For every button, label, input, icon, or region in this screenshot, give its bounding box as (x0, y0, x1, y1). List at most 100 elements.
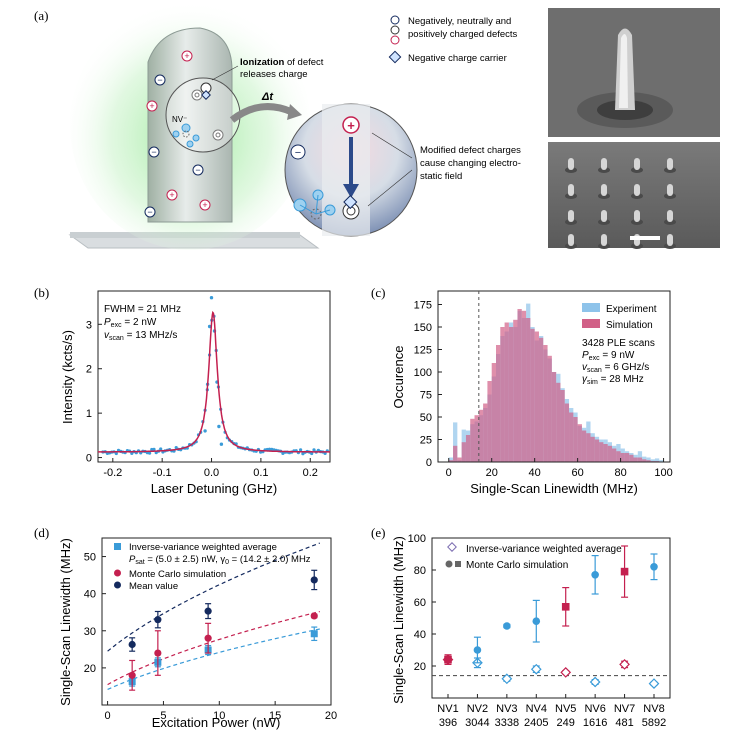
square-marker (620, 567, 629, 576)
legend-simulation-label: Simulation (606, 320, 653, 331)
square-marker (561, 603, 570, 611)
panel-d-label: (d) (34, 525, 49, 540)
x-tick-label: 60 (572, 467, 584, 479)
legend-diamond-marker (447, 542, 457, 552)
histogram-bar (659, 460, 664, 462)
svg-text:−: − (157, 75, 162, 85)
y-tick-label: 60 (414, 597, 426, 609)
panel-d: (d) 0 5 10 15 20 20 30 40 50 Inverse-variance we… (34, 525, 337, 730)
histogram-bar (569, 412, 574, 462)
y-tick-label: 1 (86, 408, 92, 420)
plot-b-frame (97, 290, 331, 463)
legend-negative-icon (390, 15, 400, 25)
callout-line-2a (371, 132, 413, 159)
data-marker (154, 616, 162, 624)
x-tick-label: 0 (105, 710, 111, 722)
sem-pillar (667, 184, 673, 196)
circle-marker (650, 563, 658, 571)
circle-marker (591, 571, 599, 579)
y-tick-label: 25 (420, 435, 432, 447)
histogram-bar (556, 382, 561, 462)
y-tick-label: 2 (86, 364, 92, 376)
sem-pillar (667, 210, 673, 222)
histogram-bar (551, 372, 557, 462)
data-marker (310, 612, 318, 620)
histogram-bar (526, 318, 531, 462)
callout-ionization-text: of defect (287, 57, 324, 68)
histogram-bar (616, 451, 621, 462)
positive-defect-icon: + (199, 199, 211, 211)
histogram-bar (637, 457, 643, 462)
diamond-marker (619, 659, 630, 670)
legend-weighted-marker (114, 543, 121, 550)
plot-d-points (128, 569, 318, 691)
histogram-bar (594, 439, 600, 462)
diamond-marker (648, 678, 660, 689)
fit-curve (107, 611, 320, 686)
callout-modified-line2: cause changing electro- (420, 158, 521, 169)
callout-line-1 (211, 65, 239, 81)
sem-pillar (601, 158, 607, 170)
histogram-bar (581, 430, 587, 462)
plot-c-annotation-gamma: γsim = 28 MHz (582, 374, 644, 386)
legend-experiment-swatch (582, 303, 600, 312)
plot-d-xlabel: Excitation Power (nW) (152, 715, 281, 730)
data-marker (154, 649, 162, 657)
sem-pillar (568, 210, 574, 222)
data-point (203, 429, 207, 433)
panel-a: (a) + − + − − + + − NV⁻ (34, 0, 720, 250)
svg-text:+: + (202, 200, 207, 210)
callout-line-2b (367, 169, 413, 207)
category-label: NV2 (467, 703, 488, 715)
histogram-bar (543, 345, 548, 462)
legend-carrier-label: Negative charge carrier (408, 53, 507, 64)
plot-c-annotation-scan: vscan = 6 GHz/s (582, 362, 649, 374)
panel-e: (e) 20 40 60 80 100 NV1 396 NV2 3044 NV3 3338 NV4 24… (371, 525, 671, 729)
histogram-bar (564, 403, 570, 462)
zoom-charge-carrier-icon (342, 194, 360, 220)
legend-defects-line2: positively charged defects (408, 29, 518, 40)
histogram-bar (590, 436, 595, 462)
y-tick-label: 100 (408, 533, 426, 545)
x-tick-label: 40 (529, 467, 541, 479)
plot-b-fit-curve (98, 310, 330, 453)
panel-c: (c) 0 20 40 60 80 100 0 25 50 75 100 125 150 175 Expe… (371, 285, 673, 496)
positive-defect-icon: + (166, 189, 178, 201)
sem-pillar (667, 158, 673, 170)
histogram-bar (453, 422, 458, 462)
plot-d-legend: Inverse-variance weighted average Psat =… (114, 542, 311, 592)
histogram-bar (517, 309, 522, 462)
circle-marker (532, 617, 541, 625)
plot-c-bars (448, 303, 664, 462)
legend-mc-label: Monte Carlo simulation (466, 560, 568, 571)
legend-experiment-label: Experiment (606, 304, 657, 315)
positive-defect-icon: + (146, 100, 158, 112)
plot-b-annotation-power: Pexc = 2 nW (104, 317, 157, 329)
data-marker (310, 576, 318, 584)
data-point (299, 448, 303, 452)
sem-pillar-array (565, 158, 676, 249)
y-tick-label: 100 (414, 367, 432, 379)
x-tick-label: 20 (486, 467, 498, 479)
category-sublabel: 481 (615, 717, 633, 729)
square-marker (444, 655, 452, 664)
y-tick-label: 20 (414, 661, 426, 673)
plot-d-ticks: 0 5 10 15 20 20 30 40 50 (84, 552, 337, 722)
legend-mean-marker (114, 581, 121, 589)
negative-defect-icon: − (148, 146, 160, 158)
callout-ionization-line2: releases charge (240, 69, 308, 80)
sem-pillar (634, 158, 640, 170)
plot-e-ylabel: Single-Scan Linewidth (MHz) (391, 536, 406, 704)
negative-defect-icon: − (144, 206, 156, 218)
plot-d-fits (107, 542, 321, 690)
category-label: NV3 (496, 703, 517, 715)
data-point (130, 451, 134, 455)
plot-c-frame (437, 290, 671, 463)
histogram-bar (586, 433, 591, 462)
data-point (217, 424, 221, 429)
histogram-bar (474, 415, 479, 462)
histogram-bar (483, 403, 488, 462)
svg-text:+: + (169, 190, 174, 200)
